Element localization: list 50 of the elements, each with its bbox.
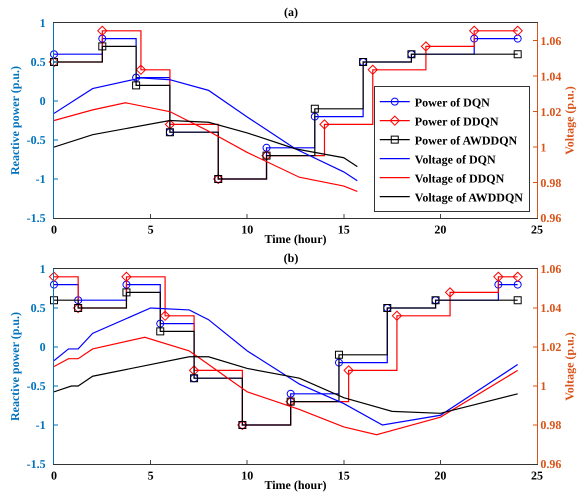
legend-label: Power of DDQN bbox=[414, 114, 499, 128]
chart-title: (a) bbox=[284, 5, 298, 19]
x-tick-label: 0 bbox=[51, 222, 57, 236]
x-tick-label: 15 bbox=[338, 468, 350, 482]
legend-label: Power of DQN bbox=[414, 95, 490, 110]
x-tick-label: 5 bbox=[148, 468, 154, 482]
y-tick-label: 0.5 bbox=[30, 301, 46, 316]
y2-tick-label: 1.02 bbox=[540, 104, 562, 119]
y2-tick-label: 0.96 bbox=[540, 457, 562, 472]
y-tick-label: 0.5 bbox=[30, 55, 46, 70]
y2-tick-label: 0.98 bbox=[540, 176, 562, 190]
x-tick-label: 25 bbox=[531, 468, 543, 482]
y-axis-title: Reactive power (p.u.) bbox=[8, 312, 22, 422]
legend-label: Power of AWDDQN bbox=[414, 133, 518, 148]
x-tick-label: 15 bbox=[338, 222, 350, 236]
legend-label: Voltage of DDQN bbox=[414, 171, 505, 186]
y2-axis-title: Voltage (p.u.) bbox=[562, 86, 576, 155]
x-axis-title: Time (hour) bbox=[264, 478, 327, 492]
y-tick-label: 1 bbox=[40, 16, 46, 30]
x-axis-title: Time (hour) bbox=[264, 232, 327, 246]
y-tick-label: -1.5 bbox=[26, 211, 46, 226]
y2-tick-label: 1.04 bbox=[540, 301, 562, 316]
x-tick-label: 20 bbox=[434, 468, 446, 482]
y-tick-label: 1 bbox=[40, 262, 46, 276]
x-tick-label: 5 bbox=[148, 222, 154, 236]
y2-tick-label: 1.06 bbox=[540, 34, 562, 48]
y2-axis-title: Voltage (p.u.) bbox=[562, 332, 576, 401]
chart-title: (b) bbox=[284, 251, 298, 265]
x-tick-label: 0 bbox=[51, 468, 57, 482]
y-tick-label: -0.5 bbox=[26, 379, 46, 394]
y-tick-label: -0.5 bbox=[26, 133, 46, 148]
y2-tick-label: 1.06 bbox=[540, 262, 562, 276]
x-tick-label: 25 bbox=[531, 222, 543, 236]
y2-tick-label: 0.96 bbox=[540, 211, 562, 226]
y2-tick-label: 1 bbox=[540, 140, 546, 154]
y2-tick-label: 0.98 bbox=[540, 418, 562, 432]
x-tick-label: 20 bbox=[434, 222, 446, 236]
y2-tick-label: 1.02 bbox=[540, 340, 562, 354]
legend-label: Voltage of DQN bbox=[414, 152, 496, 166]
y-tick-label: -1 bbox=[36, 418, 46, 432]
x-tick-label: 10 bbox=[241, 222, 254, 236]
y-axis-title: Reactive power (p.u.) bbox=[8, 66, 22, 176]
y-tick-label: 0 bbox=[40, 94, 46, 108]
y-tick-label: -1 bbox=[36, 172, 46, 186]
y2-tick-label: 1.04 bbox=[540, 69, 562, 84]
y2-tick-label: 1 bbox=[540, 379, 546, 394]
legend-label: Voltage of AWDDQN bbox=[414, 190, 524, 204]
y-tick-label: 0 bbox=[40, 340, 46, 354]
y-tick-label: -1.5 bbox=[26, 457, 46, 472]
x-tick-label: 10 bbox=[241, 468, 254, 482]
